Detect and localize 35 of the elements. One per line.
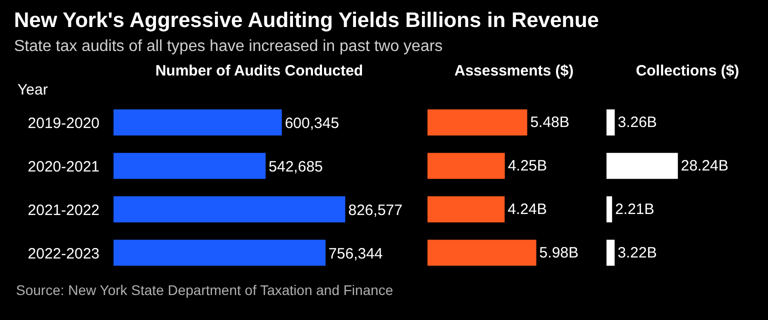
data-label: 4.24B (508, 200, 547, 218)
data-label: 826,577 (348, 202, 402, 219)
data-label: 4.25B (508, 157, 548, 174)
data-label: 5.98B (539, 244, 579, 262)
bar (114, 196, 346, 222)
data-label: 3.26B (618, 114, 657, 131)
bar (606, 152, 678, 179)
bar (428, 152, 505, 179)
data-label: 542,685 (268, 158, 323, 176)
x-axis-title: Assessments ($) (454, 62, 574, 80)
y-tick-label: 2021-2022 (28, 202, 100, 219)
y-axis-title: Year (18, 81, 48, 98)
data-label: 600,345 (284, 114, 340, 132)
data-label: 28.24B (680, 157, 728, 174)
bar (428, 240, 536, 266)
data-label: 756,344 (328, 245, 383, 262)
chart-title: New York's Aggressive Auditing Yields Billions in Revenue (14, 8, 599, 34)
bar (114, 240, 326, 266)
bar (606, 196, 612, 222)
bar (428, 196, 505, 222)
x-axis-title: Number of Audits Conducted (155, 62, 364, 80)
y-tick-label: 2022-2023 (28, 245, 100, 262)
bar (114, 152, 266, 179)
data-label: 5.48B (530, 114, 570, 131)
data-label: 3.22B (618, 244, 657, 262)
x-axis-title: Collections ($) (636, 62, 740, 80)
source-note: Source: New York State Department of Taxation and Finance (16, 280, 394, 300)
bar (114, 109, 282, 136)
bar (606, 240, 615, 266)
bar (428, 109, 528, 136)
y-tick-label: 2019-2020 (28, 114, 100, 132)
y-tick-label: 2020-2021 (28, 158, 100, 176)
data-label: 2.21B (615, 200, 654, 218)
bar (606, 109, 615, 136)
chart-subtitle: State tax audits of all types have increased in past two years (14, 37, 443, 57)
